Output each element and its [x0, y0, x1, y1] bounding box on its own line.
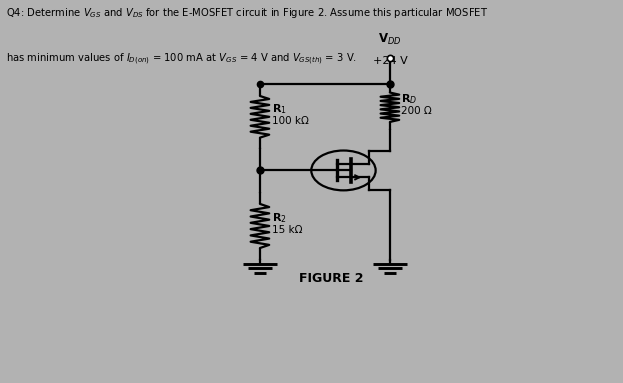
- Text: FIGURE 2: FIGURE 2: [299, 272, 363, 285]
- Text: V$_{DD}$: V$_{DD}$: [378, 32, 402, 47]
- Text: Q4: Determine $V_{GS}$ and $V_{DS}$ for the E-MOSFET circuit in Figure 2. Assume: Q4: Determine $V_{GS}$ and $V_{DS}$ for …: [6, 6, 488, 20]
- Text: 100 kΩ: 100 kΩ: [272, 116, 309, 126]
- Text: R$_2$: R$_2$: [272, 211, 287, 225]
- Text: +24 V: +24 V: [373, 56, 407, 65]
- Text: R$_1$: R$_1$: [272, 102, 287, 116]
- Text: R$_D$: R$_D$: [401, 93, 417, 106]
- Text: 15 kΩ: 15 kΩ: [272, 225, 303, 235]
- Text: 200 Ω: 200 Ω: [401, 106, 432, 116]
- Text: has minimum values of $I_{D(on)}$ = 100 mA at $V_{GS}$ = 4 V and $V_{GS(th)}$ = : has minimum values of $I_{D(on)}$ = 100 …: [6, 52, 357, 67]
